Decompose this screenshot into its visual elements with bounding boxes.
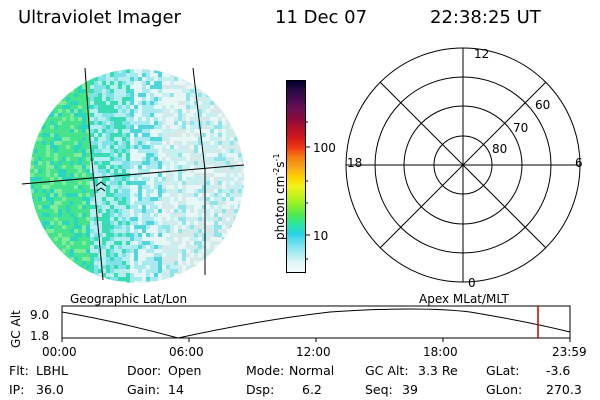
- mlat-label-70: 70: [513, 121, 528, 135]
- filter-label: Flt:: [9, 363, 29, 378]
- seq-label: Seq:: [365, 382, 393, 397]
- filter-value: LBHL: [36, 363, 68, 378]
- geographic-caption: Geographic Lat/Lon: [70, 292, 188, 306]
- mlt-label-12: 12: [474, 47, 489, 61]
- timeline-frame: [61, 305, 571, 339]
- orbit-altitude-curve: [61, 308, 571, 339]
- seq-value: 39: [402, 382, 418, 397]
- door-value: Open: [168, 363, 202, 378]
- door-label: Door:: [127, 363, 162, 378]
- mode-value: Normal: [289, 363, 335, 378]
- dsp-label: Dsp:: [246, 382, 275, 397]
- gc-alt-label: GC Alt:: [365, 363, 409, 378]
- mlt-label-18: 18: [347, 156, 362, 170]
- time-label: 22:38:25 UT: [430, 7, 541, 28]
- colorbar-tick-100: 100: [313, 141, 336, 155]
- ip-value: 36.0: [36, 382, 64, 397]
- glon-label: GLon:: [486, 382, 523, 397]
- gain-value: 14: [168, 382, 184, 397]
- color-scale-bar: [286, 80, 306, 273]
- colorbar-tick-10: 10: [313, 229, 329, 243]
- glon-value: 270.3: [546, 382, 582, 397]
- geographic-grid: [21, 67, 245, 281]
- time-tick-0000: 00:00: [42, 345, 77, 359]
- glat-label: GLat:: [486, 363, 520, 378]
- gc-alt-tick-low: 1.8: [30, 329, 50, 343]
- gain-label: Gain:: [127, 382, 160, 397]
- ip-label: IP:: [9, 382, 25, 397]
- uv-emission-pixels: [30, 69, 244, 283]
- mlat-label-60: 60: [535, 98, 550, 112]
- instrument-title: Ultraviolet Imager: [18, 7, 181, 28]
- mlat-label-80: 80: [492, 142, 507, 156]
- time-tick-1800: 18:00: [423, 345, 458, 359]
- geographic-image: [21, 67, 245, 283]
- time-tick-0600: 06:00: [169, 345, 204, 359]
- gc-alt-tick-high: 9.0: [30, 308, 50, 322]
- glat-value: -3.6: [546, 363, 571, 378]
- color-scale-ticks: [306, 121, 310, 260]
- polar-mlat-mlt-plot: 12 0 18 6 60 70 80: [345, 47, 583, 290]
- gc-alt-value: 3.3 Re: [418, 363, 458, 378]
- mode-label: Mode:: [246, 363, 285, 378]
- time-tick-1200: 12:00: [296, 345, 331, 359]
- dsp-value: 6.2: [302, 382, 322, 397]
- date-label: 11 Dec 07: [275, 7, 368, 28]
- mlt-label-6: 6: [575, 156, 583, 170]
- mlt-label-0: 0: [468, 276, 476, 290]
- apex-caption: Apex MLat/MLT: [419, 292, 509, 306]
- time-tick-2359: 23:59: [552, 345, 587, 359]
